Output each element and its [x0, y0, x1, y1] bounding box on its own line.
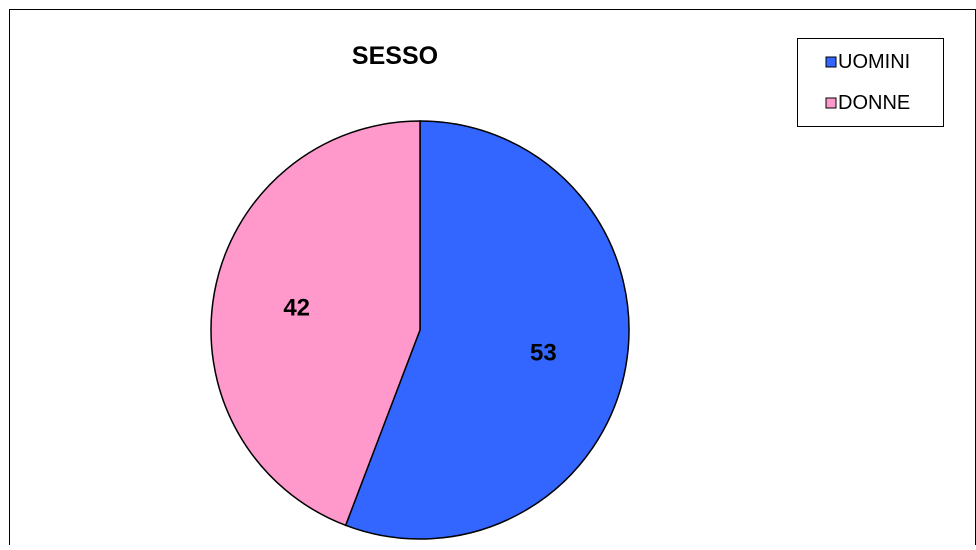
pie-slices [210, 120, 630, 540]
legend-swatch-donne [825, 97, 837, 109]
chart-title: SESSO [352, 42, 438, 70]
pie-slice-donne [210, 120, 421, 527]
data-label-donne: 42 [283, 294, 310, 321]
legend: UOMINI DONNE [797, 38, 944, 127]
legend-label-uomini: UOMINI [838, 51, 910, 73]
pie-data-labels: 53 42 [283, 294, 556, 366]
legend-box [797, 38, 944, 127]
data-label-uomini: 53 [530, 340, 557, 367]
legend-label-donne: DONNE [838, 92, 910, 114]
legend-swatch-uomini [825, 56, 837, 68]
pie-slice-uomini [344, 120, 630, 540]
